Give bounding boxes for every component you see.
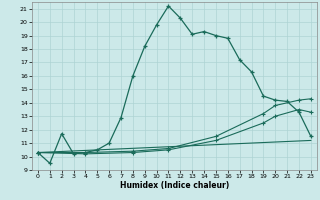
X-axis label: Humidex (Indice chaleur): Humidex (Indice chaleur) [120, 181, 229, 190]
